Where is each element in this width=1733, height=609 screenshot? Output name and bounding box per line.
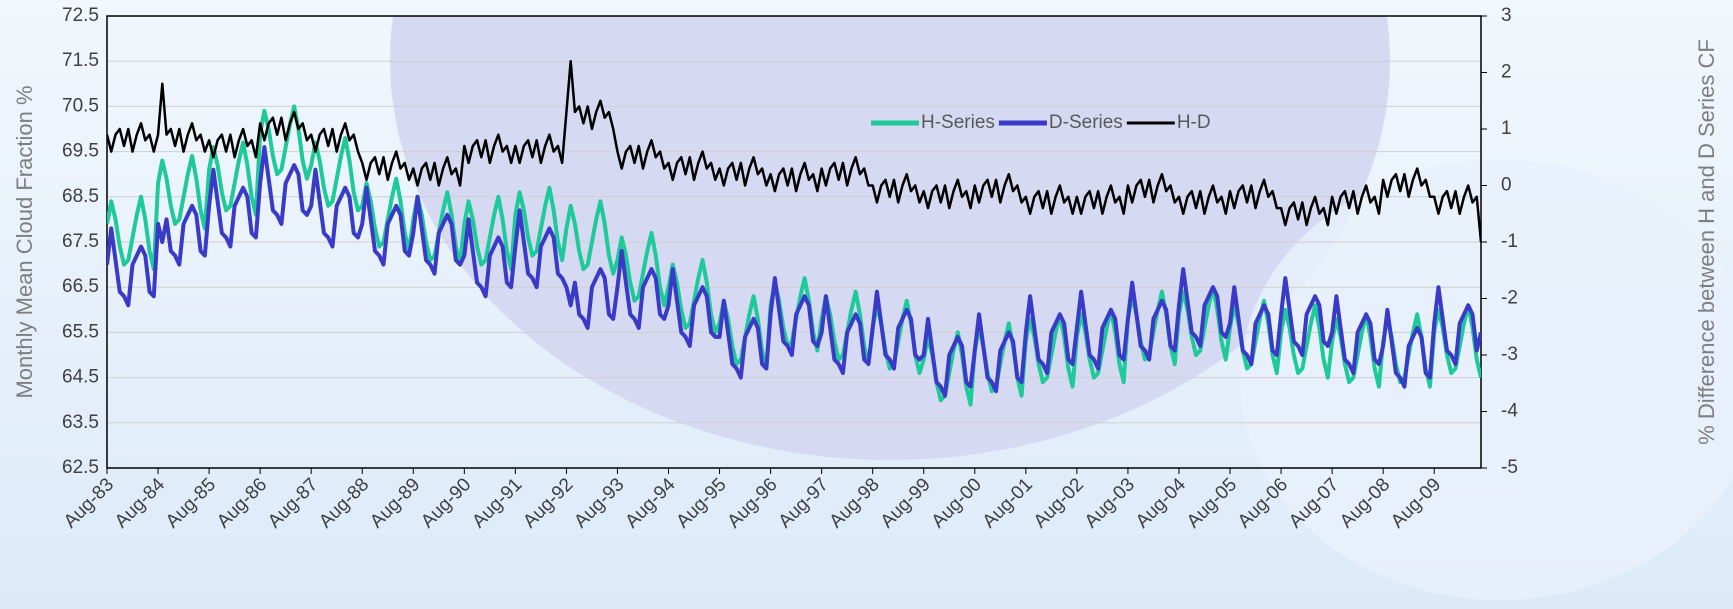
- y-tick-label: 70.5: [62, 95, 99, 116]
- decor: [390, 16, 1390, 460]
- series-line: [107, 59, 1481, 243]
- y-axis-title: Monthly Mean Cloud Fraction %: [12, 85, 37, 398]
- legend-label: H-D: [1177, 112, 1211, 133]
- y-tick-label: 67.5: [62, 231, 99, 252]
- y-tick-label: 68.5: [62, 186, 99, 207]
- y2-tick-label: -3: [1501, 344, 1518, 365]
- series-line: [107, 145, 1481, 398]
- legend-label: H-Series: [921, 112, 995, 133]
- legend-label: D-Series: [1049, 112, 1123, 133]
- y-tick-label: 69.5: [62, 141, 99, 162]
- y2-tick-label: -5: [1501, 457, 1518, 478]
- y2-tick-label: 0: [1501, 175, 1512, 196]
- y-tick-label: 71.5: [62, 50, 99, 71]
- y-tick-label: 63.5: [62, 412, 99, 433]
- y2-tick-label: -1: [1501, 231, 1518, 252]
- decor: [1240, 160, 1733, 600]
- y-tick-label: 66.5: [62, 276, 99, 297]
- y-tick-label: 64.5: [62, 367, 99, 388]
- y-tick-label: 62.5: [62, 457, 99, 478]
- y-tick-label: 65.5: [62, 321, 99, 342]
- y2-tick-label: -4: [1501, 401, 1518, 422]
- y-tick-label: 72.5: [62, 5, 99, 26]
- y2-axis-title: % Difference between H and D Series CF: [1694, 39, 1719, 445]
- y2-tick-label: 2: [1501, 62, 1512, 83]
- y2-tick-label: 3: [1501, 5, 1512, 26]
- y2-tick-label: 1: [1501, 118, 1512, 139]
- y2-tick-label: -2: [1501, 288, 1518, 309]
